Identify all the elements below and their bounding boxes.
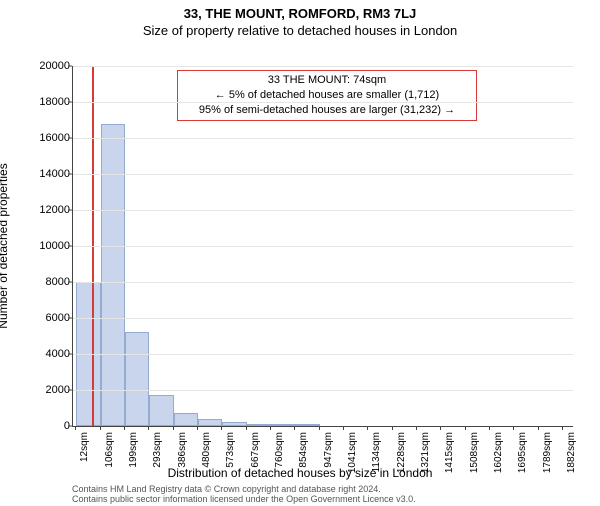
x-tick-mark — [513, 426, 514, 430]
gridline — [73, 66, 573, 67]
x-tick-label: 1228sqm — [396, 432, 407, 473]
y-tick-label: 4000 — [46, 348, 70, 360]
x-tick-mark — [562, 426, 563, 430]
gridline — [73, 210, 573, 211]
x-tick-mark — [294, 426, 295, 430]
x-tick-mark — [416, 426, 417, 430]
x-tick-mark — [100, 426, 101, 430]
x-tick-label: 854sqm — [298, 432, 309, 468]
x-tick-mark — [124, 426, 125, 430]
x-tick-label: 480sqm — [201, 432, 212, 468]
y-axis-label: Number of detached properties — [0, 163, 10, 328]
x-tick-mark — [367, 426, 368, 430]
gridline — [73, 318, 573, 319]
y-tick-label: 14000 — [39, 168, 70, 180]
x-tick-mark — [538, 426, 539, 430]
y-tick-mark — [68, 282, 72, 283]
annotation-box: 33 THE MOUNT: 74sqm ← 5% of detached hou… — [177, 70, 477, 121]
y-tick-label: 16000 — [39, 132, 70, 144]
x-tick-label: 1041sqm — [347, 432, 358, 473]
page-title-line2: Size of property relative to detached ho… — [0, 23, 600, 38]
gridline — [73, 282, 573, 283]
chart-plot-area: 33 THE MOUNT: 74sqm ← 5% of detached hou… — [72, 66, 573, 427]
footer: Contains HM Land Registry data © Crown c… — [72, 484, 416, 504]
annotation-line-3: 95% of semi-detached houses are larger (… — [184, 103, 470, 118]
histogram-bar — [247, 424, 271, 426]
x-tick-mark — [465, 426, 466, 430]
x-tick-mark — [343, 426, 344, 430]
x-tick-mark — [197, 426, 198, 430]
x-tick-label: 1134sqm — [371, 432, 382, 472]
x-tick-label: 1602sqm — [493, 432, 504, 473]
y-tick-label: 20000 — [39, 60, 70, 72]
x-tick-label: 1789sqm — [542, 432, 553, 473]
x-tick-mark — [440, 426, 441, 430]
footer-line-2: Contains public sector information licen… — [72, 494, 416, 504]
y-tick-mark — [68, 102, 72, 103]
x-axis-label: Distribution of detached houses by size … — [0, 466, 600, 480]
x-tick-mark — [392, 426, 393, 430]
y-tick-label: 2000 — [46, 384, 70, 396]
y-tick-mark — [68, 318, 72, 319]
x-tick-label: 947sqm — [323, 432, 334, 468]
y-tick-label: 8000 — [46, 276, 70, 288]
y-tick-mark — [68, 390, 72, 391]
y-tick-mark — [68, 426, 72, 427]
y-tick-mark — [68, 138, 72, 139]
histogram-bar — [271, 424, 295, 426]
y-tick-mark — [68, 210, 72, 211]
x-tick-label: 1321sqm — [420, 432, 431, 473]
x-tick-label: 1695sqm — [517, 432, 528, 473]
x-tick-label: 1508sqm — [469, 432, 480, 473]
gridline — [73, 246, 573, 247]
histogram-bar — [174, 413, 198, 426]
footer-line-1: Contains HM Land Registry data © Crown c… — [72, 484, 416, 494]
annotation-line-2: ← 5% of detached houses are smaller (1,7… — [184, 88, 470, 103]
x-tick-mark — [246, 426, 247, 430]
histogram-bar — [222, 422, 246, 427]
x-tick-mark — [148, 426, 149, 430]
x-tick-label: 760sqm — [274, 432, 285, 468]
x-tick-mark — [221, 426, 222, 430]
histogram-bar — [198, 419, 222, 426]
x-tick-label: 1882sqm — [566, 432, 577, 473]
y-tick-label: 18000 — [39, 96, 70, 108]
histogram-bar — [125, 332, 149, 426]
page-title-line1: 33, THE MOUNT, ROMFORD, RM3 7LJ — [0, 6, 600, 21]
histogram-bar — [295, 424, 319, 426]
x-tick-label: 386sqm — [177, 432, 188, 468]
x-tick-label: 667sqm — [250, 432, 261, 468]
x-tick-mark — [75, 426, 76, 430]
y-tick-label: 10000 — [39, 240, 70, 252]
y-tick-label: 12000 — [39, 204, 70, 216]
gridline — [73, 138, 573, 139]
x-tick-mark — [319, 426, 320, 430]
gridline — [73, 354, 573, 355]
y-tick-mark — [68, 354, 72, 355]
x-tick-mark — [270, 426, 271, 430]
x-tick-label: 199sqm — [128, 432, 139, 468]
y-tick-label: 6000 — [46, 312, 70, 324]
histogram-bar — [101, 124, 125, 426]
gridline — [73, 102, 573, 103]
annotation-line-1: 33 THE MOUNT: 74sqm — [184, 73, 470, 88]
y-tick-mark — [68, 66, 72, 67]
x-tick-label: 573sqm — [225, 432, 236, 468]
gridline — [73, 174, 573, 175]
gridline — [73, 390, 573, 391]
x-tick-label: 293sqm — [152, 432, 163, 468]
x-tick-mark — [489, 426, 490, 430]
y-tick-mark — [68, 174, 72, 175]
histogram-bar — [149, 395, 173, 426]
x-tick-label: 106sqm — [104, 432, 115, 468]
x-tick-mark — [173, 426, 174, 430]
y-tick-mark — [68, 246, 72, 247]
x-tick-label: 12sqm — [79, 432, 90, 462]
x-tick-label: 1415sqm — [444, 432, 455, 473]
